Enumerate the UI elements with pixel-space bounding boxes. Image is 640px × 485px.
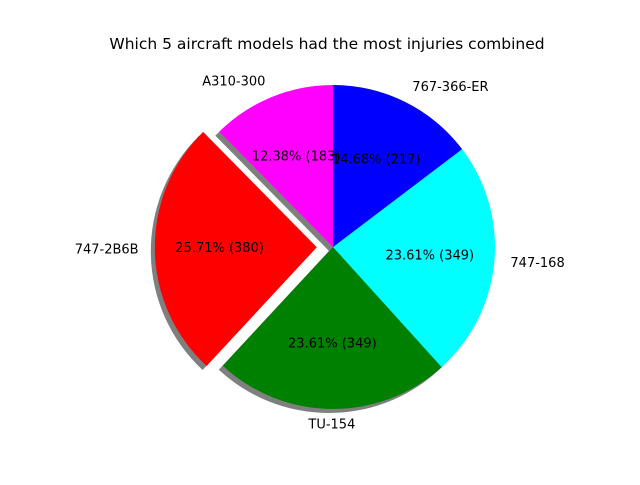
slice-label-a310-300: A310-300 <box>202 75 265 90</box>
slice-767-366-er <box>333 85 463 247</box>
slice-label-747-2b6b: 747-2B6B <box>75 242 139 257</box>
pie-wedges <box>154 85 496 409</box>
percent-label-767-366-er: 14.68% (217) <box>332 152 421 167</box>
slice-label-tu-154: TU-154 <box>307 418 355 433</box>
slice-tu-154 <box>222 247 442 409</box>
slice-747-2b6b <box>154 131 317 366</box>
slice-747-168 <box>333 149 496 368</box>
chart-title: Which 5 aircraft models had the most inj… <box>109 35 544 53</box>
slice-a310-300 <box>219 85 333 247</box>
slice-labels: A310-300 747-2B6B TU-154 747-168 767-366-ER <box>75 75 565 433</box>
slice-label-747-168: 747-168 <box>510 256 564 271</box>
percent-label-747-168: 23.61% (349) <box>385 249 474 264</box>
percent-label-a310-300: 12.38% (183) <box>252 150 341 165</box>
percent-label-747-2b6b: 25.71% (380) <box>175 241 264 256</box>
slice-label-767-366-er: 767-366-ER <box>412 80 488 95</box>
percent-labels: 12.38% (183) 25.71% (380) 23.61% (349) 23.6… <box>175 150 474 352</box>
percent-label-tu-154: 23.61% (349) <box>288 337 377 352</box>
